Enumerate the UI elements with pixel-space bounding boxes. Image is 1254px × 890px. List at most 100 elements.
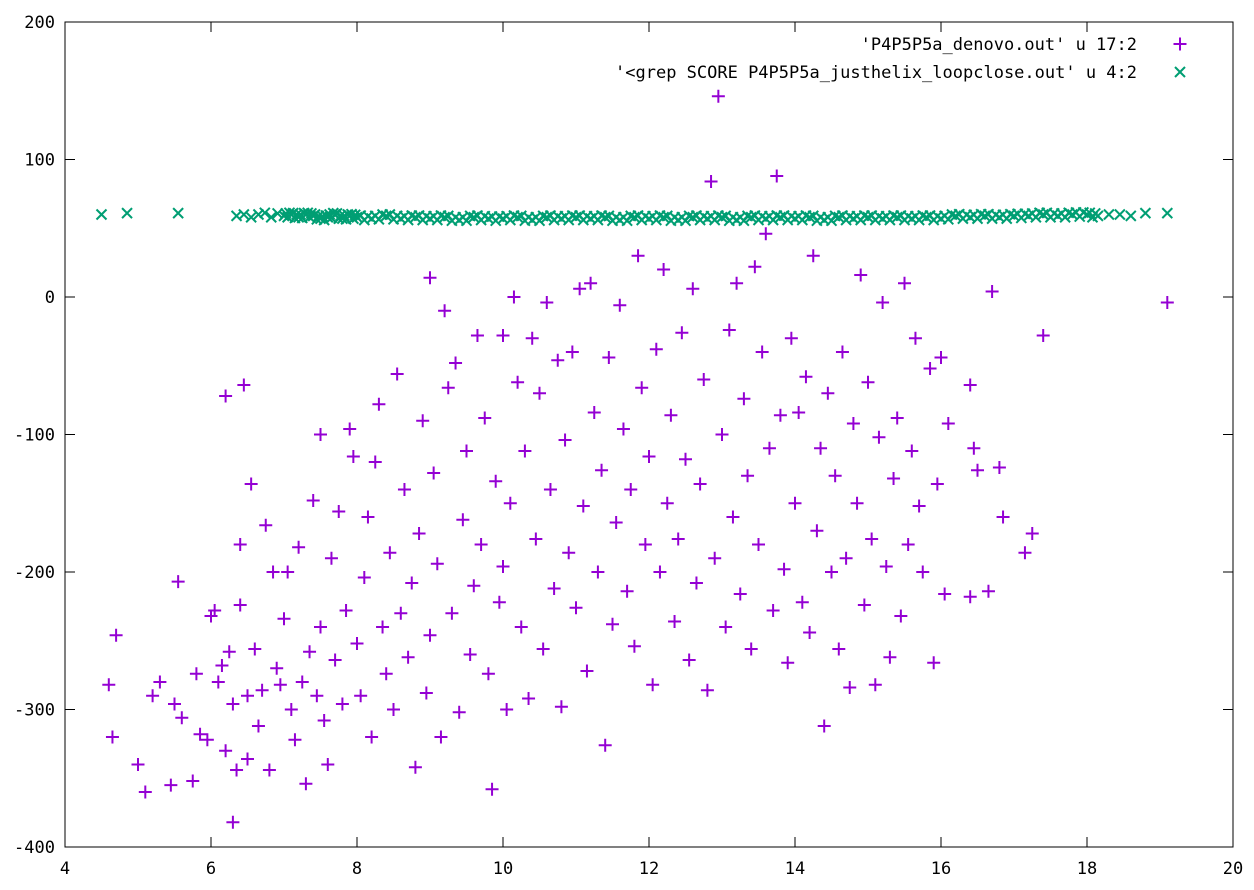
denovo-point	[262, 763, 276, 777]
denovo-point	[219, 744, 233, 758]
denovo-point	[405, 576, 419, 590]
helix-point	[271, 207, 284, 220]
denovo-point	[686, 282, 700, 296]
denovo-point	[547, 582, 561, 595]
denovo-point	[704, 175, 718, 188]
denovo-point	[251, 719, 265, 733]
denovo-point	[438, 304, 452, 318]
denovo-point	[934, 351, 948, 364]
denovo-point	[387, 703, 400, 716]
denovo-point	[492, 595, 506, 609]
denovo-point	[697, 373, 711, 386]
denovo-point	[733, 587, 747, 601]
denovo-point	[598, 738, 612, 752]
denovo-point	[456, 513, 470, 527]
denovo-point	[496, 329, 510, 342]
denovo-point	[883, 650, 897, 664]
denovo-point	[799, 370, 813, 384]
denovo-point	[215, 659, 229, 672]
denovo-point	[766, 604, 780, 617]
denovo-point	[762, 441, 776, 455]
helix-point	[265, 211, 277, 223]
denovo-point	[777, 562, 791, 576]
denovo-point	[507, 290, 521, 304]
denovo-point	[638, 538, 652, 551]
denovo-point	[408, 760, 422, 774]
denovo-point	[470, 329, 484, 342]
x-tick-label: 8	[352, 859, 362, 879]
denovo-point	[430, 557, 444, 571]
denovo-point	[365, 730, 379, 744]
denovo-point	[872, 430, 886, 444]
helix-point	[95, 208, 108, 221]
y-tick-label: 200	[24, 13, 55, 33]
denovo-point	[923, 362, 937, 375]
helix-point	[716, 211, 728, 223]
denovo-point	[898, 276, 911, 290]
denovo-point	[281, 565, 295, 579]
denovo-point	[635, 381, 649, 395]
denovo-point	[390, 367, 404, 381]
denovo-point	[354, 689, 368, 703]
helix-point	[380, 210, 392, 222]
denovo-point	[675, 326, 689, 340]
denovo-point	[474, 538, 488, 551]
denovo-point	[244, 477, 258, 491]
denovo-point	[200, 733, 214, 747]
denovo-point	[748, 260, 762, 274]
denovo-point	[503, 496, 517, 510]
denovo-point	[715, 428, 729, 441]
denovo-point	[372, 397, 386, 411]
denovo-point	[500, 703, 514, 716]
y-tick-label: -300	[14, 701, 55, 721]
denovo-point	[529, 532, 543, 546]
denovo-point	[620, 584, 634, 598]
denovo-point	[164, 778, 178, 792]
denovo-point	[792, 406, 806, 419]
denovo-point	[255, 683, 269, 697]
denovo-point	[854, 268, 868, 282]
denovo-point	[850, 496, 864, 510]
denovo-point	[299, 777, 313, 791]
y-tick-label: 0	[45, 288, 55, 308]
denovo-point	[657, 263, 671, 276]
denovo-point	[901, 538, 915, 551]
denovo-point	[784, 331, 798, 345]
denovo-point	[894, 609, 908, 623]
denovo-point	[211, 675, 225, 689]
denovo-point	[700, 683, 714, 697]
denovo-point	[810, 524, 824, 538]
helix-point	[438, 211, 451, 223]
denovo-point	[241, 689, 254, 703]
denovo-point	[543, 483, 557, 496]
denovo-point	[653, 565, 667, 579]
denovo-point	[887, 472, 901, 485]
denovo-point	[755, 345, 769, 359]
denovo-point	[835, 345, 849, 359]
denovo-point	[394, 606, 408, 620]
denovo-point	[397, 483, 411, 496]
denovo-point	[587, 406, 601, 419]
denovo-point	[963, 590, 977, 604]
denovo-point	[109, 628, 123, 642]
denovo-point	[401, 650, 415, 664]
denovo-point	[963, 378, 977, 392]
denovo-point	[423, 271, 437, 285]
denovo-point	[314, 620, 327, 634]
denovo-point	[930, 477, 944, 491]
axis-ticks: 4 6 8 10 12 14 16 18 20 -400 -300 -200 -100 0 100 200	[14, 13, 1243, 879]
denovo-point	[569, 601, 583, 615]
denovo-point	[730, 276, 744, 290]
denovo-point	[642, 450, 656, 463]
denovo-point	[489, 474, 503, 488]
denovo-point	[554, 700, 568, 714]
denovo-point	[606, 617, 619, 631]
denovo-point	[518, 444, 532, 458]
denovo-point	[237, 378, 251, 392]
helix-point	[599, 211, 611, 223]
denovo-point	[1160, 296, 1174, 309]
denovo-point	[368, 455, 382, 469]
denovo-point	[1025, 527, 1039, 540]
x-tick-label: 10	[493, 859, 513, 879]
